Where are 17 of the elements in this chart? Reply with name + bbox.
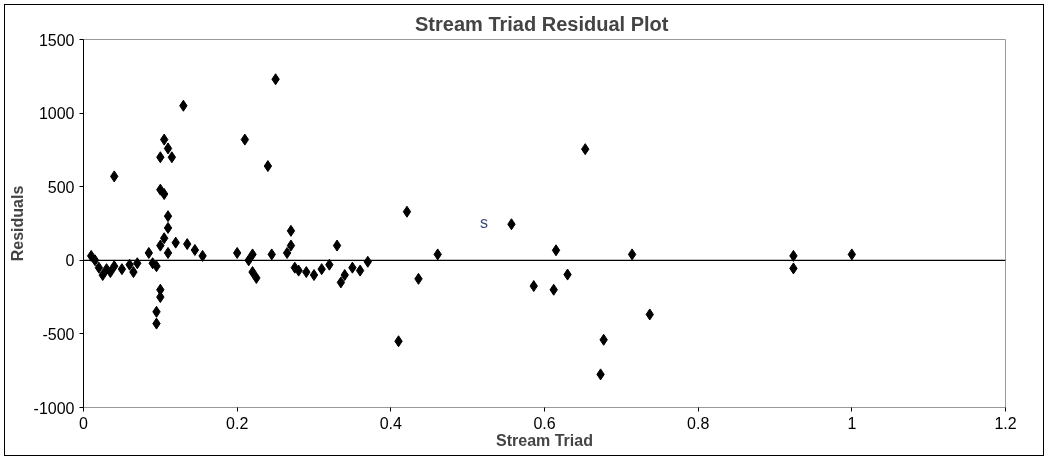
y-tick-label: 0 [65,252,75,270]
x-tick-label: 0.8 [687,414,710,432]
y-tick-label: 1500 [38,31,75,49]
x-tick-label: 0.4 [379,414,403,432]
y-axis-title: Residuals [8,185,26,262]
chart-title: Stream Triad Residual Plot [415,12,669,35]
x-axis-title: Stream Triad [496,431,593,449]
x-tick-label: 0 [79,414,89,432]
y-tick-label: -1000 [33,399,75,417]
y-tick-label: -500 [42,325,75,343]
x-tick-label: 0.2 [226,414,249,432]
annotation: s [479,213,488,231]
y-tick-label: 1000 [38,105,75,123]
x-tick-label: 1 [847,414,857,432]
x-tick-label: 1.2 [994,414,1017,432]
y-tick-label: 500 [47,178,75,196]
x-tick-label: 0.6 [533,414,556,432]
